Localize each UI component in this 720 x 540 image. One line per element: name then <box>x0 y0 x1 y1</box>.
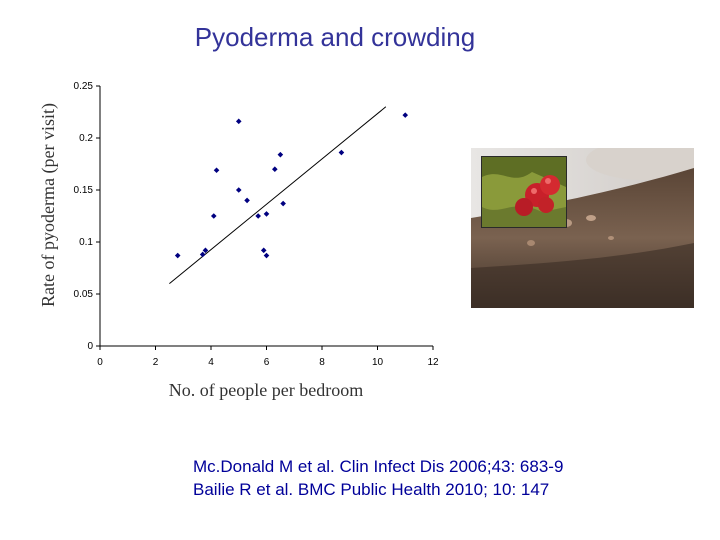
data-point <box>263 252 270 259</box>
data-point <box>235 187 242 193</box>
data-point <box>255 213 261 219</box>
data-point <box>199 251 206 258</box>
references: Mc.Donald M et al. Clin Infect Dis 2006;… <box>193 455 563 501</box>
y-tick-label: 0.2 <box>79 133 93 144</box>
data-point <box>280 200 286 207</box>
skin-lesion-photo <box>471 148 694 308</box>
reference-line: Mc.Donald M et al. Clin Infect Dis 2006;… <box>193 457 564 476</box>
data-point <box>210 213 217 219</box>
data-point <box>263 211 270 217</box>
slide-title: Pyoderma and crowding <box>194 22 476 52</box>
x-axis-title: No. of people per bedroom <box>169 380 363 400</box>
data-point <box>202 247 209 254</box>
x-tick-label: 2 <box>153 357 159 368</box>
y-tick-label: 0.1 <box>79 237 93 248</box>
data-point <box>277 151 284 158</box>
y-tick-label: 0.05 <box>74 289 94 300</box>
x-tick-label: 10 <box>372 357 384 368</box>
data-point <box>260 247 267 254</box>
data-point <box>244 197 250 204</box>
trend-line <box>169 106 387 284</box>
bacteria-micrograph <box>481 156 567 228</box>
x-tick-label: 6 <box>264 357 270 368</box>
x-tick-label: 12 <box>427 357 439 368</box>
y-tick-label: 0.25 <box>74 81 94 92</box>
data-point <box>174 252 181 259</box>
data-point <box>338 149 345 156</box>
data-point <box>272 166 278 172</box>
data-point <box>213 167 220 174</box>
data-point <box>235 118 242 125</box>
x-tick-label: 4 <box>208 357 214 368</box>
x-tick-label: 0 <box>97 357 103 368</box>
y-axis-title: Rate of pyoderma (per visit) <box>38 103 59 307</box>
x-tick-label: 8 <box>319 357 325 368</box>
data-point <box>402 112 409 118</box>
y-tick-label: 0 <box>87 341 93 352</box>
y-tick-label: 0.15 <box>74 185 94 196</box>
reference-line: Bailie R et al. BMC Public Health 2010; … <box>193 480 550 499</box>
